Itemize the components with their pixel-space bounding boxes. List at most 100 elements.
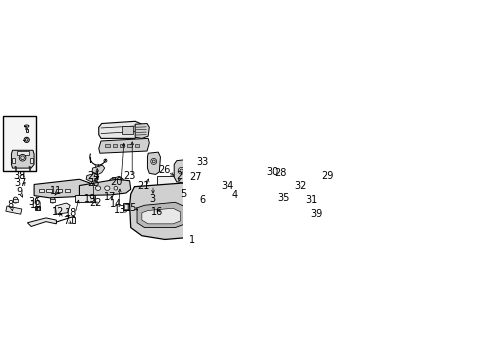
Text: 13: 13 <box>114 206 126 216</box>
Text: 30: 30 <box>266 167 278 177</box>
Polygon shape <box>135 123 149 138</box>
Polygon shape <box>247 126 259 138</box>
Bar <box>75 195 95 202</box>
Text: 21: 21 <box>137 181 149 190</box>
Polygon shape <box>142 208 180 224</box>
Bar <box>157 176 188 193</box>
Polygon shape <box>55 203 70 214</box>
Ellipse shape <box>50 200 55 203</box>
Text: 29: 29 <box>321 171 333 181</box>
Polygon shape <box>6 206 22 214</box>
Text: 15: 15 <box>125 203 137 213</box>
Bar <box>127 144 132 147</box>
Text: 17: 17 <box>103 192 116 202</box>
Text: 32: 32 <box>294 181 306 190</box>
Text: 6: 6 <box>199 195 205 206</box>
Bar <box>56 189 61 192</box>
Polygon shape <box>99 121 142 138</box>
Bar <box>105 144 109 147</box>
Polygon shape <box>265 121 286 142</box>
Text: 20: 20 <box>110 177 122 187</box>
Polygon shape <box>174 159 189 183</box>
Text: 36: 36 <box>28 197 40 207</box>
Polygon shape <box>79 179 130 195</box>
Bar <box>15 167 16 170</box>
Ellipse shape <box>104 159 107 162</box>
Bar <box>122 203 131 211</box>
Bar <box>276 170 294 188</box>
Text: 38: 38 <box>13 171 25 181</box>
Polygon shape <box>197 207 212 219</box>
Ellipse shape <box>189 193 196 200</box>
Bar <box>227 170 234 177</box>
Bar <box>26 129 27 132</box>
Ellipse shape <box>15 166 16 167</box>
Bar <box>202 142 207 145</box>
Polygon shape <box>92 165 104 175</box>
Text: 8: 8 <box>8 200 14 210</box>
Ellipse shape <box>13 197 18 202</box>
Bar <box>149 197 157 204</box>
Ellipse shape <box>29 166 30 167</box>
Bar <box>39 189 44 192</box>
Ellipse shape <box>180 169 183 172</box>
Text: 31: 31 <box>305 195 317 206</box>
Polygon shape <box>278 215 294 229</box>
Bar <box>228 174 233 177</box>
Polygon shape <box>34 179 92 198</box>
Bar <box>46 189 51 192</box>
Text: 1: 1 <box>188 235 194 245</box>
Ellipse shape <box>26 129 27 130</box>
Ellipse shape <box>50 197 55 202</box>
Bar <box>152 207 159 211</box>
Text: 18: 18 <box>65 208 77 218</box>
Bar <box>120 144 124 147</box>
Text: 22: 22 <box>89 198 101 208</box>
Bar <box>278 172 292 186</box>
Text: 16: 16 <box>151 207 163 217</box>
Text: 33: 33 <box>196 157 208 167</box>
Text: 5: 5 <box>180 189 186 199</box>
Text: 3: 3 <box>149 194 155 204</box>
Bar <box>135 144 139 147</box>
Polygon shape <box>147 152 160 175</box>
Text: 9: 9 <box>16 187 22 197</box>
Bar <box>12 158 15 163</box>
Text: 28: 28 <box>274 168 286 178</box>
Ellipse shape <box>150 158 157 165</box>
Bar <box>150 198 156 203</box>
Bar <box>3 116 36 171</box>
Bar <box>112 144 117 147</box>
Polygon shape <box>137 202 185 228</box>
Polygon shape <box>27 218 56 226</box>
Text: 23: 23 <box>123 171 136 181</box>
Polygon shape <box>129 183 212 239</box>
Bar <box>65 189 70 192</box>
Bar <box>151 205 160 213</box>
Polygon shape <box>110 176 123 189</box>
Bar <box>233 202 241 208</box>
Text: 37: 37 <box>15 178 27 188</box>
Ellipse shape <box>152 160 155 163</box>
Ellipse shape <box>181 198 186 203</box>
Bar <box>35 206 41 210</box>
Text: 35: 35 <box>276 193 289 203</box>
Bar <box>234 203 240 207</box>
Bar <box>30 158 33 163</box>
Text: 34: 34 <box>221 181 233 190</box>
Ellipse shape <box>104 186 110 190</box>
Bar <box>135 207 141 213</box>
Text: 25: 25 <box>87 178 100 188</box>
Bar <box>122 126 133 134</box>
Text: 10: 10 <box>29 200 41 210</box>
Text: 7: 7 <box>63 216 69 226</box>
Bar <box>13 199 18 202</box>
Bar <box>29 167 30 170</box>
Polygon shape <box>86 173 99 182</box>
Polygon shape <box>272 234 297 248</box>
Text: 14: 14 <box>109 199 122 209</box>
Text: 12: 12 <box>52 207 64 217</box>
Polygon shape <box>266 197 280 207</box>
Text: 2: 2 <box>176 171 182 181</box>
Ellipse shape <box>95 186 101 190</box>
